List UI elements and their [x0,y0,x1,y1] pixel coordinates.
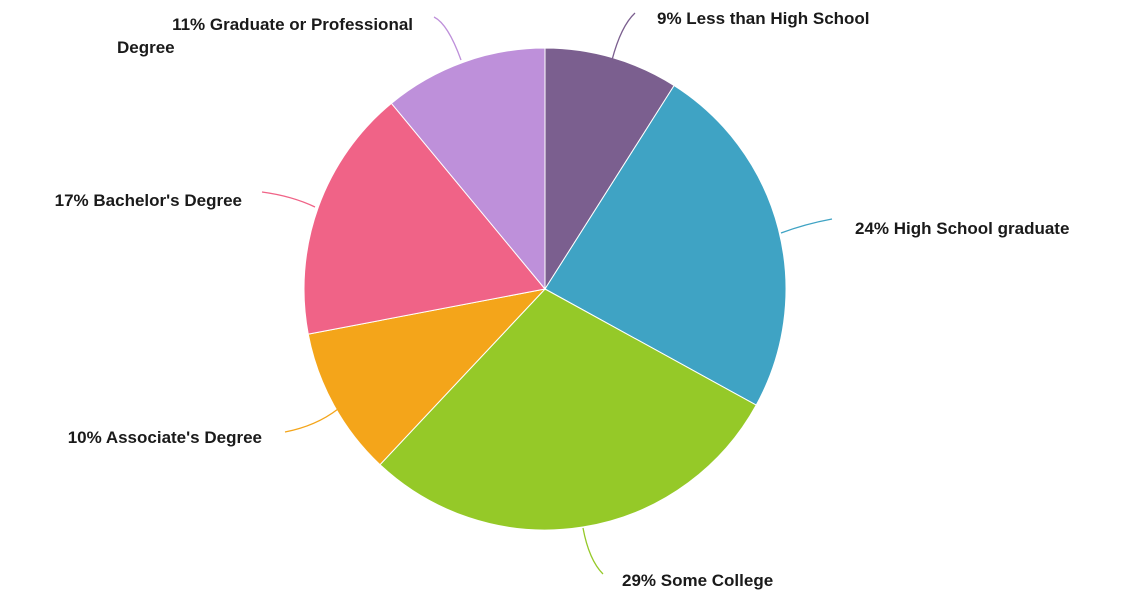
slice-label-some-college: 29% Some College [622,571,773,590]
pie-slice-high-school-graduate [544,84,787,406]
leader-line-some-college [582,527,604,575]
leader-line-high-school-graduate [780,218,833,234]
slice-label-associate-s-degree: 10% Associate's Degree [68,428,262,447]
slice-label-line: 11% Graduate or Professional [172,15,413,34]
slice-label-bachelor-s-degree: 17% Bachelor's Degree [55,191,242,210]
slice-label-graduate-or-professional-degree: 11% Graduate or Professional Degree [117,15,413,57]
pie-slice-bachelor-s-degree [303,102,546,335]
slice-label-less-than-high-school: 9% Less than High School [657,9,870,28]
pie-slice-graduate-or-professional-degree [390,47,546,291]
pie-slice-associate-s-degree [307,288,547,466]
leader-line-less-than-high-school [611,12,636,61]
pie-slice-some-college [379,288,757,531]
leader-line-graduate-or-professional-degree [433,16,462,61]
leader-line-bachelor-s-degree [261,191,316,208]
slice-label-high-school-graduate: 24% High School graduate [855,219,1069,238]
leader-line-associate-s-degree [284,408,339,433]
slice-label-line: Degree [117,38,175,57]
